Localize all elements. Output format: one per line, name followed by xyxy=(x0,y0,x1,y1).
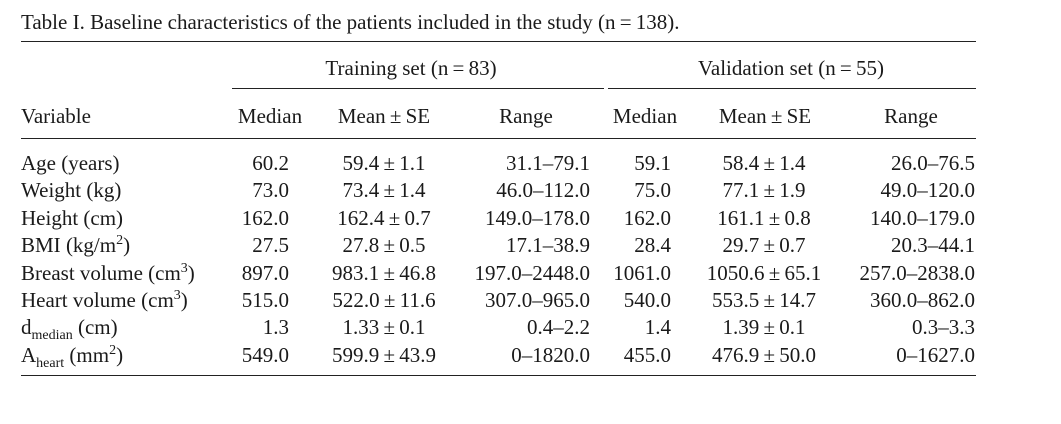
row-label-superscript: 2 xyxy=(116,233,124,249)
validation-median-cell: 75.0 xyxy=(634,178,671,203)
training-range-cell: 17.1–38.9 xyxy=(506,233,590,258)
row-label-text: Weight (kg) xyxy=(21,178,122,203)
training-median-cell: 27.5 xyxy=(252,233,289,258)
training-range-cell: 46.0–112.0 xyxy=(496,178,590,203)
training-group-rule xyxy=(232,88,604,89)
validation-mean-se-header: Mean ± SE xyxy=(718,104,812,128)
top-rule xyxy=(21,41,976,42)
row-label-text: Age (years) xyxy=(21,151,120,175)
training-range-cell: 149.0–178.0 xyxy=(485,205,590,230)
validation-range-cell: 140.0–179.0 xyxy=(870,205,975,230)
training-median-cell: 73.0 xyxy=(252,178,289,203)
training-mean-se-cell: 983.1 ± 46.8 xyxy=(332,260,436,285)
row-label-unit-close: ) xyxy=(123,233,131,258)
training-median-header: Median xyxy=(237,104,303,128)
header-rule xyxy=(21,138,976,139)
row-label-unit: (cm) xyxy=(72,315,118,340)
row-label: dmedian (cm) xyxy=(21,315,118,343)
validation-median-cell: 59.1 xyxy=(634,151,671,175)
row-label-subscript: heart xyxy=(36,355,65,371)
row-label-text: Heart volume xyxy=(21,288,136,312)
row-label-superscript: 2 xyxy=(109,342,117,358)
validation-median-cell: 28.4 xyxy=(634,233,671,258)
validation-range-cell: 26.0–76.5 xyxy=(891,151,975,175)
training-range-cell: 197.0–2448.0 xyxy=(474,260,591,285)
training-mean-se-cell: 73.4 ± 1.4 xyxy=(342,178,426,203)
validation-range-cell: 0.3–3.3 xyxy=(912,315,975,340)
validation-median-header: Median xyxy=(612,104,678,128)
validation-median-cell: 162.0 xyxy=(623,205,671,230)
validation-group-header: Validation set (n = 55) xyxy=(698,56,884,80)
training-median-cell: 1.3 xyxy=(262,315,289,340)
validation-range-cell: 360.0–862.0 xyxy=(870,288,975,312)
validation-range-cell: 257.0–2838.0 xyxy=(859,260,976,285)
row-label-superscript: 3 xyxy=(180,260,188,276)
row-label-text: A xyxy=(21,342,37,367)
training-mean-se-cell: 162.4 ± 0.7 xyxy=(337,205,431,230)
row-label: Height (cm) xyxy=(21,206,123,230)
row-label-unit: (cm xyxy=(142,260,181,285)
validation-mean-se-cell: 1.39 ± 0.1 xyxy=(722,315,806,340)
row-label-unit: (cm xyxy=(135,288,174,312)
row-label-superscript: 3 xyxy=(173,288,181,303)
validation-range-cell: 20.3–44.1 xyxy=(891,233,975,258)
row-label: Age (years) xyxy=(21,151,120,175)
training-median-cell: 549.0 xyxy=(241,342,289,367)
training-range-cell: 31.1–79.1 xyxy=(506,151,590,175)
validation-mean-se-cell: 77.1 ± 1.9 xyxy=(722,178,806,203)
row-label-unit: (kg/m xyxy=(60,233,117,258)
training-median-cell: 897.0 xyxy=(241,260,289,285)
training-mean-se-cell: 522.0 ± 11.6 xyxy=(332,288,436,312)
validation-range-cell: 0–1627.0 xyxy=(896,342,975,367)
row-label-text: BMI xyxy=(21,233,61,258)
validation-mean-se-cell: 161.1 ± 0.8 xyxy=(717,205,811,230)
validation-mean-se-cell: 29.7 ± 0.7 xyxy=(722,233,806,258)
row-label-subscript: median xyxy=(31,328,73,344)
training-mean-se-cell: 59.4 ± 1.1 xyxy=(342,151,426,175)
row-label: Weight (kg) xyxy=(21,178,121,202)
training-mean-se-cell: 599.9 ± 43.9 xyxy=(332,342,436,367)
training-mean-se-cell: 1.33 ± 0.1 xyxy=(342,315,426,340)
row-label: Heart volume (cm3) xyxy=(21,288,188,312)
table-caption: Table I. Baseline characteristics of the… xyxy=(21,10,680,34)
row-label-text: Breast volume xyxy=(21,260,143,285)
validation-mean-se-cell: 58.4 ± 1.4 xyxy=(722,151,806,175)
validation-range-header: Range xyxy=(884,104,938,128)
validation-median-cell: 1061.0 xyxy=(613,260,671,285)
variable-column-header: Variable xyxy=(21,104,91,128)
row-label-unit: (mm xyxy=(64,342,110,367)
training-mean-se-header: Mean ± SE xyxy=(337,104,431,128)
validation-median-cell: 540.0 xyxy=(623,288,671,312)
training-median-cell: 60.2 xyxy=(252,151,289,175)
training-mean-se-cell: 27.8 ± 0.5 xyxy=(342,233,426,258)
row-label-unit-close: ) xyxy=(116,342,124,367)
validation-mean-se-cell: 1050.6 ± 65.1 xyxy=(706,260,822,285)
row-label: BMI (kg/m2) xyxy=(21,233,130,257)
training-range-cell: 0.4–2.2 xyxy=(527,315,590,340)
training-median-cell: 515.0 xyxy=(241,288,289,312)
validation-range-cell: 49.0–120.0 xyxy=(880,178,976,203)
training-group-header: Training set (n = 83) xyxy=(325,56,497,80)
bottom-rule xyxy=(21,375,976,376)
training-range-cell: 0–1820.0 xyxy=(511,342,590,367)
validation-group-rule xyxy=(608,88,976,89)
validation-mean-se-cell: 553.5 ± 14.7 xyxy=(712,288,816,312)
training-range-cell: 307.0–965.0 xyxy=(485,288,590,312)
row-label-text: Height (cm) xyxy=(21,205,124,230)
validation-median-cell: 1.4 xyxy=(644,315,671,340)
validation-mean-se-cell: 476.9 ± 50.0 xyxy=(712,342,816,367)
row-label: Aheart (mm2) xyxy=(21,342,124,371)
row-label: Breast volume (cm3) xyxy=(21,261,195,285)
row-label-unit-close: ) xyxy=(187,260,195,285)
row-label-unit-close: ) xyxy=(180,288,188,312)
training-range-header: Range xyxy=(499,104,553,128)
training-median-cell: 162.0 xyxy=(241,205,289,230)
validation-median-cell: 455.0 xyxy=(623,342,671,367)
row-label-text: d xyxy=(21,315,32,340)
